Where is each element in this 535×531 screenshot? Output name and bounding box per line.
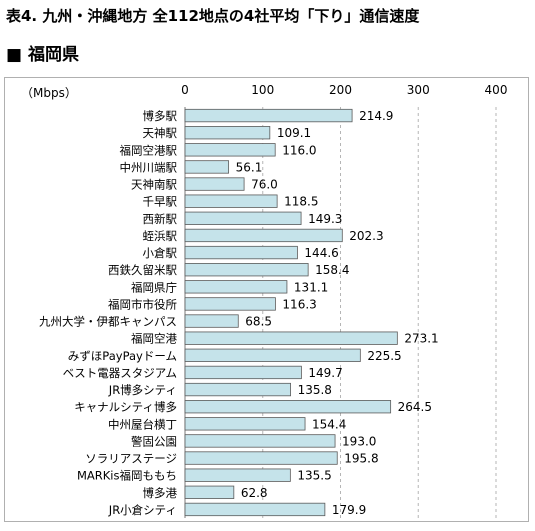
unit-label: （Mbps） bbox=[21, 86, 77, 100]
value-label: 56.1 bbox=[236, 160, 263, 174]
value-label: 149.3 bbox=[308, 212, 342, 226]
x-tick-label: 300 bbox=[407, 83, 430, 97]
category-label: 千早駅 bbox=[143, 195, 178, 209]
bar bbox=[184, 228, 343, 243]
category-label: 天神駅 bbox=[143, 126, 178, 140]
value-label: 225.5 bbox=[367, 349, 401, 363]
bar bbox=[184, 417, 306, 431]
bar bbox=[184, 451, 338, 465]
x-tick-label: 100 bbox=[251, 83, 274, 97]
category-label: 福岡空港 bbox=[131, 332, 177, 346]
category-label: 西新駅 bbox=[143, 212, 178, 226]
category-label: ベスト電器スタジアム bbox=[63, 366, 177, 380]
value-label: 76.0 bbox=[251, 178, 278, 192]
value-label: 116.3 bbox=[282, 297, 316, 311]
bar bbox=[184, 108, 353, 123]
value-label: 195.8 bbox=[344, 452, 378, 466]
value-label: 131.1 bbox=[294, 280, 328, 294]
bar bbox=[184, 502, 326, 517]
value-label: 116.0 bbox=[282, 143, 316, 157]
value-label: 109.1 bbox=[277, 126, 311, 140]
bar-chart: （Mbps） 0 100 200 300 400 博多駅 214.9 天神駅 109.1 福岡空港駅… bbox=[21, 83, 508, 518]
category-label: 福岡空港駅 bbox=[120, 143, 178, 157]
value-label: 264.5 bbox=[398, 400, 432, 414]
value-label: 193.0 bbox=[342, 434, 376, 448]
value-label: 149.7 bbox=[308, 366, 342, 380]
bar bbox=[184, 126, 271, 140]
category-label: 警固公園 bbox=[131, 434, 177, 448]
value-label: 135.8 bbox=[298, 383, 332, 397]
bar bbox=[184, 434, 336, 448]
value-label: 214.9 bbox=[359, 109, 393, 123]
category-label: JR博多シティ bbox=[108, 383, 177, 397]
category-label: 西鉄久留米駅 bbox=[108, 263, 177, 277]
value-label: 135.5 bbox=[297, 469, 331, 483]
bar bbox=[184, 160, 230, 174]
category-label: MARKis福岡ももち bbox=[77, 469, 177, 483]
section-marker: ■ bbox=[6, 45, 23, 65]
category-label: 九州大学・伊都キャンパス bbox=[39, 315, 177, 329]
section-heading: ■ 福岡県 bbox=[6, 40, 79, 65]
bar bbox=[184, 297, 276, 311]
bar bbox=[184, 280, 288, 294]
value-label: 144.6 bbox=[304, 246, 338, 260]
value-label: 179.9 bbox=[332, 503, 366, 517]
bar bbox=[184, 194, 278, 208]
bar bbox=[184, 348, 361, 362]
bar bbox=[184, 382, 291, 397]
category-label: キャナルシティ博多 bbox=[74, 400, 177, 414]
category-label: JR小倉シティ bbox=[108, 503, 177, 517]
category-label: 博多駅 bbox=[143, 109, 178, 123]
section-label: 福岡県 bbox=[27, 45, 79, 65]
bar bbox=[184, 263, 309, 277]
bar bbox=[184, 365, 302, 380]
bar bbox=[184, 400, 392, 414]
value-label: 118.5 bbox=[284, 195, 318, 209]
category-label: 天神南駅 bbox=[131, 178, 177, 192]
category-label: 蛭浜駅 bbox=[143, 229, 178, 243]
x-tick-label: 0 bbox=[181, 83, 189, 97]
bar bbox=[184, 331, 398, 345]
category-label: 福岡県庁 bbox=[131, 280, 177, 294]
value-label: 62.8 bbox=[241, 486, 268, 500]
bar bbox=[184, 177, 245, 191]
value-label: 154.4 bbox=[312, 417, 346, 431]
category-label: 福岡市市役所 bbox=[108, 297, 177, 311]
bar bbox=[184, 245, 298, 260]
category-label: 小倉駅 bbox=[143, 246, 178, 260]
bar bbox=[184, 485, 235, 499]
page-title: 表4. 九州・沖縄地方 全112地点の4社平均「下り」通信速度 bbox=[6, 7, 420, 25]
value-label: 158.4 bbox=[315, 263, 349, 277]
bar bbox=[184, 211, 302, 225]
category-label: 中州川端駅 bbox=[120, 160, 178, 174]
x-tick-label: 400 bbox=[485, 83, 508, 97]
bar bbox=[184, 143, 276, 157]
category-label: 博多港 bbox=[143, 486, 178, 500]
category-label: ソラリアステージ bbox=[85, 452, 177, 466]
value-label: 202.3 bbox=[349, 229, 383, 243]
category-label: 中州屋台横丁 bbox=[108, 417, 177, 431]
bar bbox=[184, 314, 239, 328]
category-label: みずほPayPayドーム bbox=[68, 349, 177, 363]
value-label: 273.1 bbox=[404, 332, 438, 346]
x-tick-label: 200 bbox=[329, 83, 352, 97]
chart-frame: （Mbps） 0 100 200 300 400 博多駅 214.9 天神駅 109.1 福岡空港駅… bbox=[4, 77, 529, 522]
bar bbox=[184, 468, 291, 482]
value-label: 68.5 bbox=[245, 315, 272, 329]
